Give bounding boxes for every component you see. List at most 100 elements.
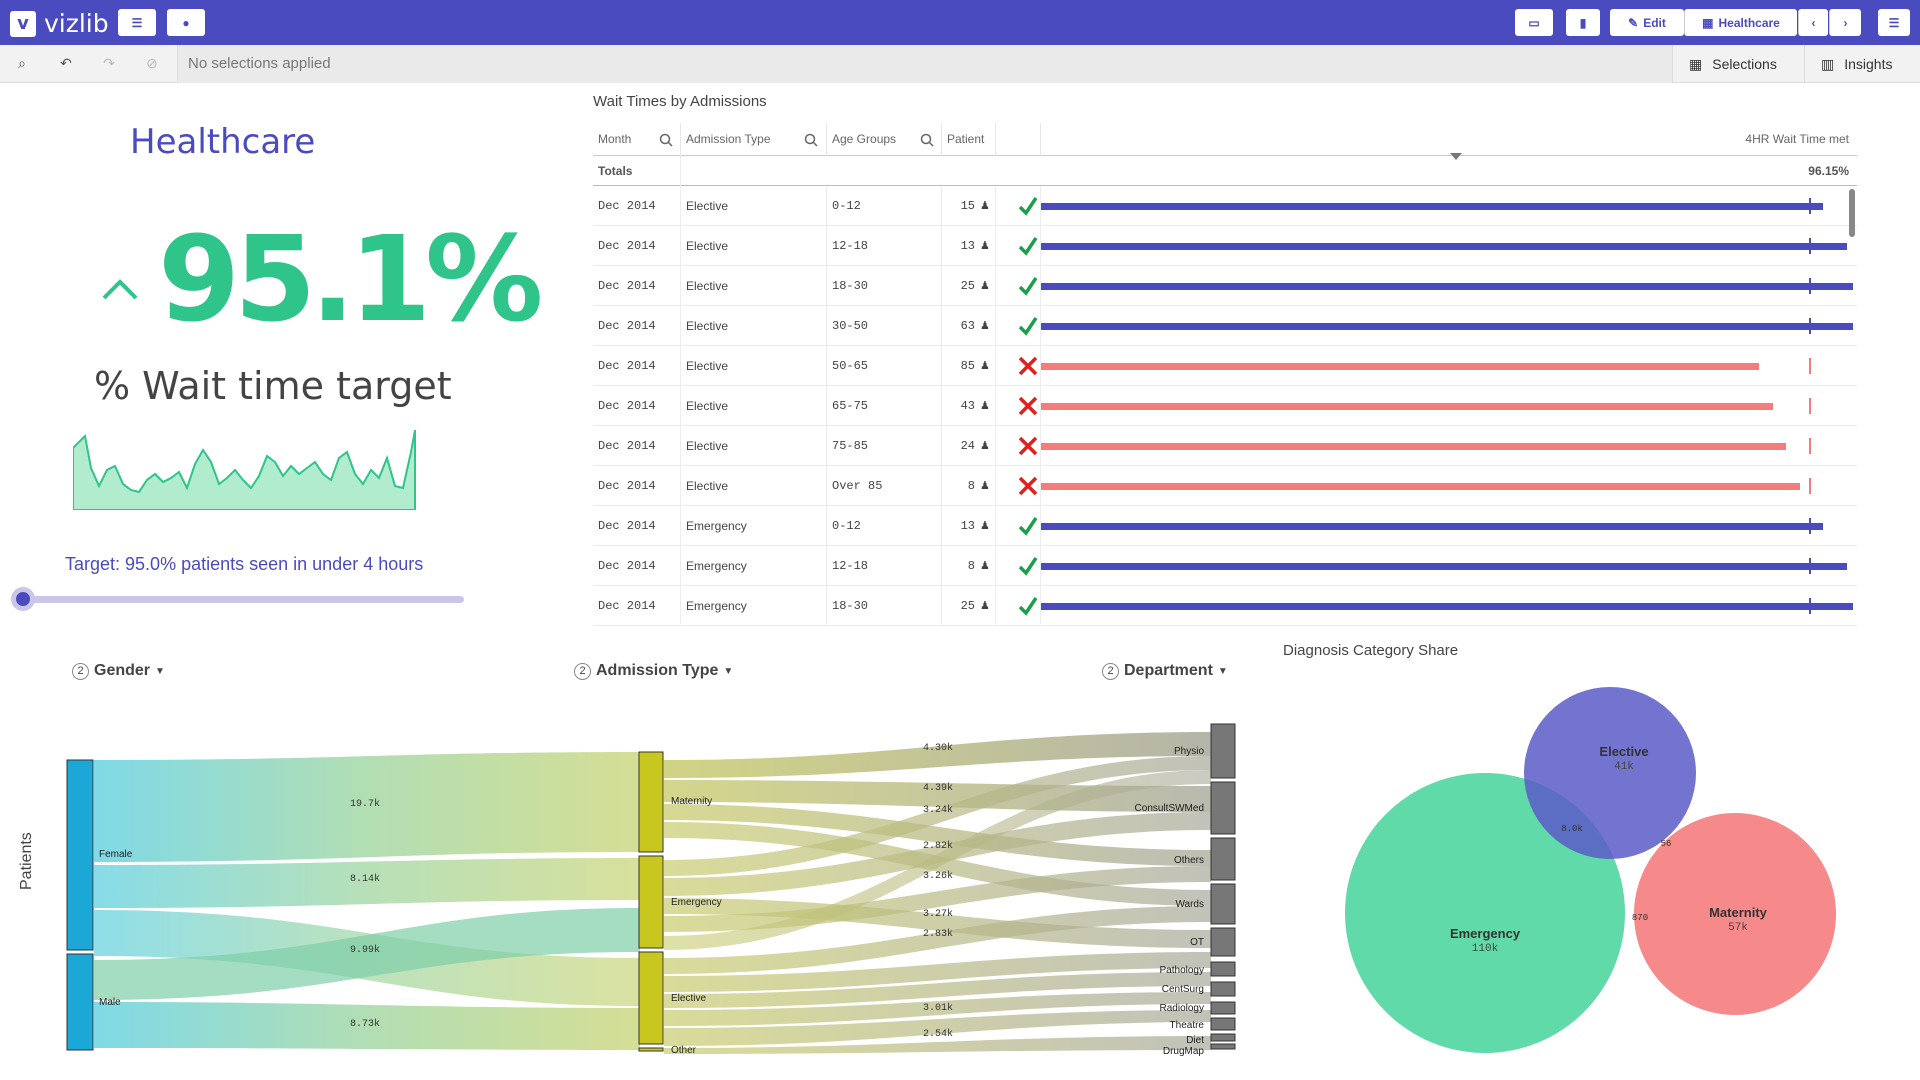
sankey-node-theatre[interactable] xyxy=(1210,1017,1236,1031)
target-slider-track[interactable] xyxy=(22,596,464,603)
dimension-gender[interactable]: 2 Gender ▼ xyxy=(72,662,165,680)
sankey-node-pathology[interactable] xyxy=(1210,961,1236,977)
sankey-node-centsurg[interactable] xyxy=(1210,981,1236,997)
sheet-selector-button[interactable]: ▦ Healthcare xyxy=(1684,9,1797,36)
sankey-node-drugmap[interactable] xyxy=(1210,1043,1236,1050)
sankey-node-ot[interactable] xyxy=(1210,927,1236,957)
flow-emergency-physio[interactable] xyxy=(664,756,1211,876)
flow-elective-centsurg[interactable] xyxy=(664,972,1211,1008)
flow-female-maternity[interactable] xyxy=(94,752,640,862)
sheet-menu-button[interactable]: ☰ xyxy=(1878,9,1910,36)
table-row[interactable]: Dec 2014 Elective 50-65 85 ♟ xyxy=(593,346,1857,386)
sankey-node-other[interactable] xyxy=(638,1047,664,1052)
sankey-node-elective[interactable] xyxy=(638,951,664,1045)
table-row[interactable]: Dec 2014 Elective 75-85 24 ♟ xyxy=(593,426,1857,466)
search-icon[interactable] xyxy=(804,133,818,147)
clear-selections-icon[interactable]: ⊘ xyxy=(146,55,158,71)
cell-status xyxy=(996,346,1041,386)
sankey-node-wards[interactable] xyxy=(1210,883,1236,925)
venn-set-maternity[interactable] xyxy=(1634,813,1836,1015)
check-icon xyxy=(1018,237,1038,256)
flow-elective-physio[interactable] xyxy=(664,770,1211,950)
dimension-admission-type[interactable]: 2 Admission Type ▼ xyxy=(574,662,733,680)
sankey-chart[interactable]: Female Male Maternity Emergency Elective… xyxy=(0,700,1260,1080)
flow-female-emergency[interactable] xyxy=(94,858,640,908)
node-label: Wards xyxy=(1175,899,1204,910)
present-button[interactable]: ▭ xyxy=(1515,9,1553,36)
check-icon xyxy=(1018,557,1038,576)
column-header-age-groups[interactable]: Age Groups xyxy=(827,123,942,156)
target-tick xyxy=(1809,278,1811,294)
cell-patients: 25 xyxy=(942,586,996,626)
cell-month: Dec 2014 xyxy=(593,466,681,506)
edit-button[interactable]: ✎ Edit xyxy=(1610,9,1684,36)
previous-sheet-button[interactable]: ‹ xyxy=(1798,9,1828,36)
table-row[interactable]: Dec 2014 Elective Over 85 8 ♟ xyxy=(593,466,1857,506)
table-row[interactable]: Dec 2014 Emergency 18-30 25 ♟ xyxy=(593,586,1857,626)
column-header-patient[interactable]: Patient xyxy=(942,123,996,156)
table-row[interactable]: Dec 2014 Elective 18-30 25 ♟ xyxy=(593,266,1857,306)
node-label: OT xyxy=(1190,937,1204,948)
vizlib-logo[interactable]: v vizlib xyxy=(10,9,109,38)
sankey-node-physio[interactable] xyxy=(1210,723,1236,779)
cell-age-group: 75-85 xyxy=(827,426,942,466)
wait-time-bar xyxy=(1041,523,1823,530)
column-header-status[interactable] xyxy=(996,123,1041,156)
trend-up-icon xyxy=(102,279,138,300)
search-icon[interactable] xyxy=(659,133,673,147)
column-header-month[interactable]: Month xyxy=(593,123,681,156)
flow-male-elective[interactable] xyxy=(94,1002,640,1050)
flow-elective-theatre[interactable] xyxy=(664,1010,1211,1046)
flow-male-emergency[interactable] xyxy=(94,908,640,1000)
smart-search-icon[interactable]: ⌕ xyxy=(18,55,26,71)
table-scrollbar[interactable] xyxy=(1849,189,1855,237)
node-label: ConsultSWMed xyxy=(1135,803,1204,814)
table-row[interactable]: Dec 2014 Emergency 12-18 8 ♟ xyxy=(593,546,1857,586)
venn-set-elective[interactable] xyxy=(1524,687,1696,859)
table-row[interactable]: Dec 2014 Elective 12-18 13 ♟ xyxy=(593,226,1857,266)
table-row[interactable]: Dec 2014 Emergency 0-12 13 ♟ xyxy=(593,506,1857,546)
column-header-wait-time-met[interactable]: 4HR Wait Time met xyxy=(1041,123,1857,156)
table-row[interactable]: Dec 2014 Elective 30-50 63 ♟ xyxy=(593,306,1857,346)
step-back-icon[interactable]: ↶ xyxy=(60,55,72,71)
next-sheet-button[interactable]: › xyxy=(1829,9,1861,36)
sankey-node-female[interactable] xyxy=(66,759,94,951)
step-forward-icon[interactable]: ↷ xyxy=(103,55,115,71)
flow-elective-drugmap[interactable] xyxy=(664,1036,1211,1054)
kpi-label: % Wait time target xyxy=(94,364,452,408)
sankey-node-maternity[interactable] xyxy=(638,751,664,853)
flow-value-label: 3.27k xyxy=(923,908,953,920)
flow-maternity-physio[interactable] xyxy=(664,732,1211,778)
search-icon[interactable] xyxy=(920,133,934,147)
flow-maternity-others[interactable] xyxy=(664,804,1211,866)
table-title: Wait Times by Admissions xyxy=(593,93,767,110)
table-row[interactable]: Dec 2014 Elective 0-12 15 ♟ xyxy=(593,186,1857,226)
cell-month: Dec 2014 xyxy=(593,506,681,546)
sankey-node-others[interactable] xyxy=(1210,837,1236,881)
sankey-node-diet[interactable] xyxy=(1210,1033,1236,1042)
insights-button[interactable]: ▥ Insights xyxy=(1804,45,1920,83)
venn-set-emergency[interactable] xyxy=(1345,773,1625,1053)
flow-elective-wards[interactable] xyxy=(664,906,1211,974)
venn-chart[interactable]: Emergency 110k Maternity 57k Elective 41… xyxy=(1340,670,1840,1070)
cross-icon xyxy=(1018,476,1038,496)
bookmark-button[interactable]: ▮ xyxy=(1566,9,1600,36)
dimension-department[interactable]: 2 Department ▼ xyxy=(1102,662,1228,680)
sankey-node-male[interactable] xyxy=(66,953,94,1051)
sankey-node-radiology[interactable] xyxy=(1210,1001,1236,1015)
column-header-admission-type[interactable]: Admission Type xyxy=(681,123,827,156)
sankey-node-consultswmed[interactable] xyxy=(1210,781,1236,835)
dimension-label: Department xyxy=(1124,662,1213,679)
flow-elective-radiology[interactable] xyxy=(664,992,1211,1026)
flow-elective-pathology[interactable] xyxy=(664,952,1211,992)
table-row[interactable]: Dec 2014 Elective 65-75 43 ♟ xyxy=(593,386,1857,426)
target-tick xyxy=(1809,558,1811,574)
menu-button[interactable]: ☰ xyxy=(118,9,156,36)
cell-admission-type: Elective xyxy=(681,306,827,346)
node-label: Physio xyxy=(1174,746,1204,757)
check-icon xyxy=(1018,517,1038,536)
target-slider-handle[interactable] xyxy=(11,587,35,611)
sankey-node-emergency[interactable] xyxy=(638,855,664,949)
chat-button[interactable]: ● xyxy=(167,9,205,36)
selections-button[interactable]: ▦ Selections xyxy=(1672,45,1804,83)
